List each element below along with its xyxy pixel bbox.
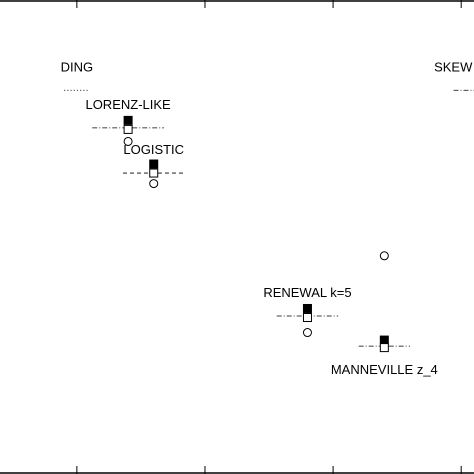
label-manneville-z-4: MANNEVILLE z_4 (331, 362, 438, 377)
open-square-manneville-z-4 (379, 343, 389, 353)
open-circle-lorenz-like (123, 136, 133, 146)
system-labels: DING LORENZ-LIKE LOGISTIC RENEWAL k=5 MANNEV… (61, 59, 474, 377)
open-square-lorenz-like (123, 124, 133, 134)
label-ding: DING (61, 59, 94, 74)
open-square-logistic (149, 168, 159, 178)
filled-square-manneville-z-4 (379, 335, 389, 345)
open-circle-logistic (149, 179, 159, 189)
label-skew-pi: SKEW PI (434, 59, 474, 74)
open-square-renewal-k-5 (302, 313, 312, 323)
label-renewal-k-5: RENEWAL k=5 (263, 285, 351, 300)
open-circle-renewal-k-5 (302, 328, 312, 338)
label-lorenz-like: LORENZ-LIKE (85, 97, 171, 112)
data-markers (123, 115, 389, 353)
open-circle-manneville-z-4 (379, 251, 389, 261)
filled-square-logistic (149, 159, 159, 169)
label-logistic: LOGISTIC (123, 142, 184, 157)
filled-square-lorenz-like (123, 115, 133, 125)
filled-square-renewal-k-5 (302, 303, 312, 313)
